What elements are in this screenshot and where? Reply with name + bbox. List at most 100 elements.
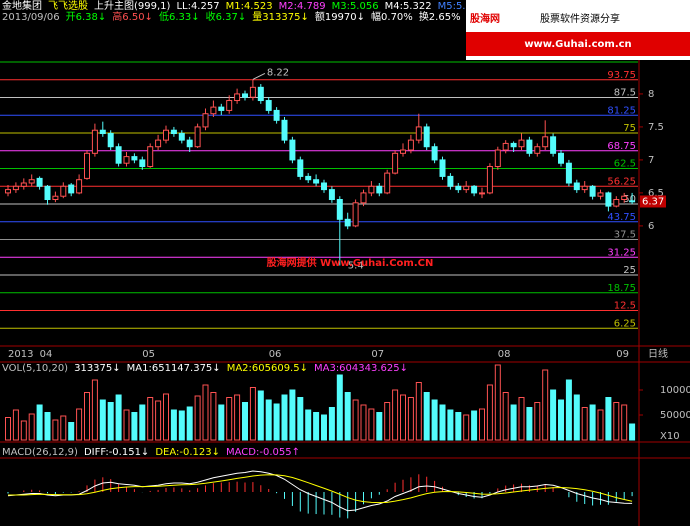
macd-line bbox=[7, 470, 633, 512]
annot-line bbox=[252, 72, 266, 80]
volume-bar bbox=[415, 382, 422, 441]
candle-body bbox=[36, 177, 43, 187]
header-item: 上升主图(999,1) bbox=[94, 0, 171, 12]
volume-bar bbox=[273, 403, 280, 441]
volume-bar bbox=[257, 390, 264, 441]
header-item: 换2.65% bbox=[419, 10, 461, 23]
volume-bar bbox=[76, 408, 83, 441]
candle-body bbox=[573, 182, 580, 191]
candle-body bbox=[494, 149, 501, 168]
candle-body bbox=[415, 126, 422, 141]
volume-bar bbox=[439, 404, 446, 441]
candle-body bbox=[147, 146, 154, 168]
y-tick-label: 6.5 bbox=[648, 188, 664, 199]
volume-bar bbox=[597, 409, 604, 441]
candle-body bbox=[407, 139, 414, 151]
volume-bar bbox=[581, 407, 588, 441]
x-tick-label: 08 bbox=[498, 349, 511, 360]
volume-bar bbox=[36, 404, 43, 441]
volume-bar bbox=[565, 379, 572, 441]
candle-body bbox=[170, 129, 177, 135]
volume-bar bbox=[589, 404, 596, 441]
volume-bar bbox=[5, 417, 11, 441]
volume-bar bbox=[249, 387, 256, 441]
watermark-center: 股海网提供 Www.Guhai.Com.CN bbox=[267, 256, 434, 269]
y-tick-label: 8 bbox=[648, 89, 654, 100]
macd-header: DIFF:-0.151↓ bbox=[84, 447, 149, 458]
header-item: 开6.38↓ bbox=[66, 12, 107, 23]
header-item: M1:4.523 bbox=[226, 1, 273, 12]
candle-body bbox=[20, 182, 27, 187]
x-tick-label: 05 bbox=[142, 349, 155, 360]
volume-bar bbox=[376, 412, 383, 441]
header-item: 高6.50↓ bbox=[112, 10, 153, 23]
volume-bar bbox=[605, 397, 612, 441]
vol-header: MA1:651147.375↓ bbox=[127, 363, 221, 374]
candle-body bbox=[486, 166, 493, 194]
level-label: 18.75 bbox=[607, 283, 636, 294]
volume-bar bbox=[455, 412, 462, 441]
volume-bar bbox=[328, 407, 335, 441]
high-label: 8.22 bbox=[267, 67, 289, 78]
candle-body bbox=[439, 159, 446, 177]
volume-bar bbox=[360, 404, 367, 441]
header-item: M5:5.588 bbox=[438, 1, 485, 12]
candle-body bbox=[242, 93, 248, 98]
volume-bar bbox=[91, 379, 98, 441]
volume-bar bbox=[123, 409, 130, 441]
unit-label: X10 bbox=[660, 431, 680, 442]
volume-bar bbox=[202, 384, 209, 441]
vol-header: MA3:604343.625↓ bbox=[314, 363, 408, 374]
volume-bar bbox=[447, 409, 454, 441]
x-tick-label: 06 bbox=[269, 349, 282, 360]
candle-body bbox=[305, 175, 312, 181]
header-item: 金地集团 bbox=[2, 0, 42, 12]
volume-bar bbox=[573, 394, 580, 441]
candle-body bbox=[68, 184, 75, 194]
candle-body bbox=[115, 146, 122, 164]
candle-body bbox=[52, 195, 59, 201]
candle-body bbox=[621, 195, 628, 201]
header-item: 额19970↓ bbox=[315, 10, 365, 23]
level-label: 25 bbox=[623, 265, 636, 276]
header-item: M2:4.789 bbox=[279, 1, 326, 12]
volume-bar bbox=[194, 395, 201, 441]
volume-bar bbox=[368, 408, 375, 441]
header-item: LL:4.257 bbox=[176, 1, 219, 12]
candle-body bbox=[234, 93, 241, 102]
volume-bar bbox=[494, 364, 501, 441]
candle-body bbox=[202, 113, 209, 128]
candle-body bbox=[131, 156, 138, 161]
volume-bar bbox=[352, 399, 359, 441]
candle-body bbox=[558, 152, 564, 164]
volume-bar bbox=[471, 410, 478, 441]
y-tick-label: 7 bbox=[648, 155, 654, 166]
candle-body bbox=[336, 199, 343, 220]
candle-body bbox=[526, 139, 533, 154]
candle-body bbox=[447, 175, 454, 187]
candle-body bbox=[84, 152, 90, 179]
period-label: 日线 bbox=[648, 347, 668, 360]
candle-body bbox=[265, 100, 272, 111]
volume-bar bbox=[479, 408, 485, 441]
volume-bar bbox=[131, 412, 138, 441]
candle-body bbox=[479, 192, 485, 195]
candle-body bbox=[186, 139, 193, 148]
candle-body bbox=[581, 185, 588, 191]
candle-body bbox=[249, 86, 256, 98]
candle-body bbox=[281, 119, 288, 141]
level-label: 81.25 bbox=[607, 105, 636, 116]
last-price: 6.37 bbox=[642, 196, 664, 207]
y-tick-label: 50000 bbox=[660, 410, 690, 421]
header-item: M4:5.322 bbox=[385, 1, 432, 12]
candle-body bbox=[431, 146, 438, 161]
volume-bar bbox=[178, 410, 185, 441]
volume-bar bbox=[163, 393, 169, 441]
volume-bar bbox=[107, 402, 114, 441]
level-label: 37.5 bbox=[614, 230, 636, 241]
volume-bar bbox=[242, 402, 248, 441]
candle-body bbox=[194, 126, 201, 148]
level-label: 87.5 bbox=[614, 88, 636, 99]
